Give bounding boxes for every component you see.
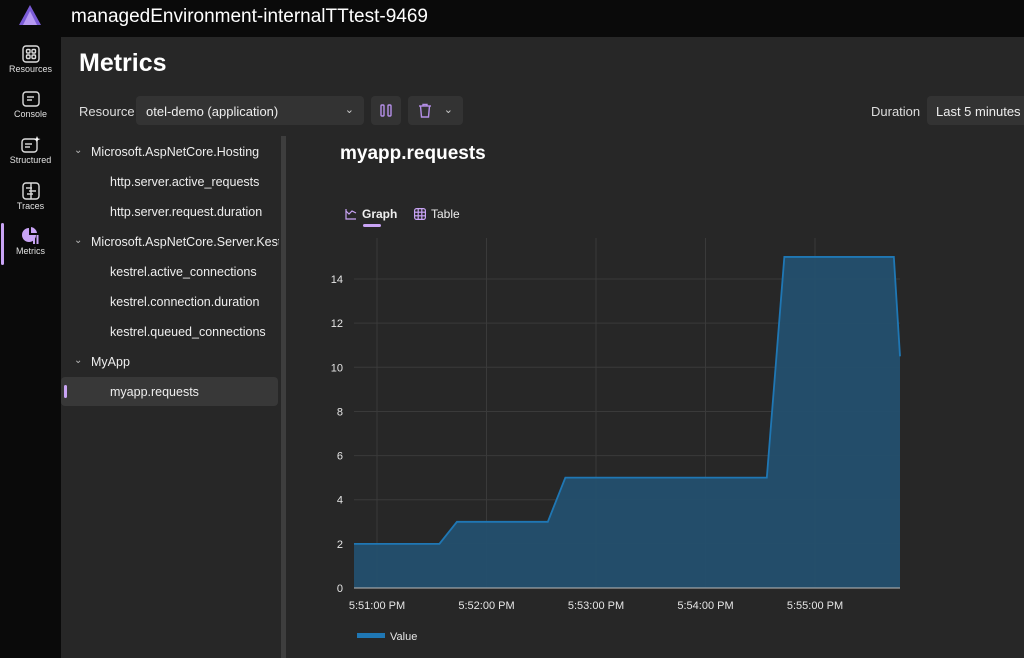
y-tick-label: 2 [337,539,343,551]
tree-label: kestrel.active_connections [110,265,257,279]
duration-select[interactable]: Last 5 minutes [927,96,1024,125]
series-area [354,256,900,588]
nav-label: Structured [9,155,52,165]
x-tick-label: 5:53:00 PM [568,600,624,612]
active-tab-indicator [363,224,381,227]
x-tick-label: 5:51:00 PM [349,600,405,612]
x-tick-label: 5:55:00 PM [787,600,843,612]
table-icon [414,208,427,221]
y-tick-label: 0 [337,583,343,595]
tree-label: Microsoft.AspNetCore.Hosting [91,145,260,159]
resource-select[interactable]: otel-demo (application) ⌄ [136,96,364,125]
tree-item[interactable]: kestrel.active_connections [61,257,279,286]
side-nav: Resources Console Structured Traces Metr… [0,37,61,658]
nav-label: Metrics [16,246,45,256]
resource-label: Resource [79,104,135,119]
duration-label: Duration [871,104,921,119]
chevron-down-icon: ⌄ [74,355,83,366]
resource-value: otel-demo (application) [146,104,279,119]
metrics-tree: ⌄ Microsoft.AspNetCore.Hosting http.serve… [61,136,279,658]
tree-item[interactable]: http.server.request.duration [61,197,279,226]
traces-icon [21,182,40,200]
trash-icon [419,103,431,118]
chevron-down-icon: ⌄ [74,235,83,246]
tab-table[interactable]: Table [414,207,460,221]
structured-logs-icon [20,136,40,153]
tree-group[interactable]: ⌄ MyApp [61,347,279,376]
tree-label: kestrel.queued_connections [110,325,266,339]
y-tick-label: 8 [337,406,343,418]
pane-splitter[interactable] [281,136,286,658]
tree-label: MyApp [91,355,130,369]
tree-label: myapp.requests [110,385,199,399]
app-title: managedEnvironment-internalTTtest-9469 [71,6,428,27]
legend-swatch [357,633,385,638]
pause-icon [380,104,392,117]
tree-label: Microsoft.AspNetCore.Server.Kestrel [91,235,279,249]
clear-signals-button[interactable]: ⌄ [408,96,463,125]
metric-title: myapp.requests [340,143,486,164]
page-title: Metrics [79,49,167,77]
nav-label: Traces [16,201,45,211]
console-icon [21,91,40,107]
y-tick-label: 6 [337,451,343,463]
tree-group[interactable]: ⌄ Microsoft.AspNetCore.Server.Kestrel [61,227,279,256]
nav-label: Console [13,109,48,119]
nav-label: Resources [8,64,53,74]
nav-structured[interactable]: Structured [0,130,61,174]
tree-item[interactable]: kestrel.connection.duration [61,287,279,316]
resources-icon [21,45,40,63]
duration-value: Last 5 minutes [936,104,1021,119]
tree-item[interactable]: http.server.active_requests [61,167,279,196]
chevron-down-icon: ⌄ [443,104,453,116]
tree-group[interactable]: ⌄ Microsoft.AspNetCore.Hosting [61,137,279,166]
tab-label: Graph [362,207,398,221]
y-tick-label: 4 [337,495,343,507]
x-tick-label: 5:54:00 PM [677,600,733,612]
title-bar: managedEnvironment-internalTTtest-9469 [0,0,1024,37]
chevron-down-icon: ⌄ [344,104,354,116]
nav-console[interactable]: Console [0,84,61,128]
chevron-down-icon: ⌄ [74,145,83,156]
tab-label: Table [431,207,460,221]
y-tick-label: 14 [331,274,343,286]
tree-label: http.server.request.duration [110,205,263,219]
y-tick-label: 12 [331,318,343,330]
nav-resources[interactable]: Resources [0,39,61,83]
y-tick-label: 10 [331,362,343,374]
legend-label: Value [390,631,417,643]
tree-label: kestrel.connection.duration [110,295,260,309]
tree-item[interactable]: kestrel.queued_connections [61,317,279,346]
x-tick-label: 5:52:00 PM [458,600,514,612]
pause-button[interactable] [371,96,401,125]
metrics-icon [21,227,38,244]
graph-icon [345,209,357,220]
tree-label: http.server.active_requests [110,175,260,189]
nav-traces[interactable]: Traces [0,176,61,220]
tree-item-selected[interactable]: myapp.requests [61,377,278,406]
tab-graph[interactable]: Graph [345,207,397,221]
nav-metrics[interactable]: Metrics [0,221,61,265]
app-logo-icon [19,5,41,25]
